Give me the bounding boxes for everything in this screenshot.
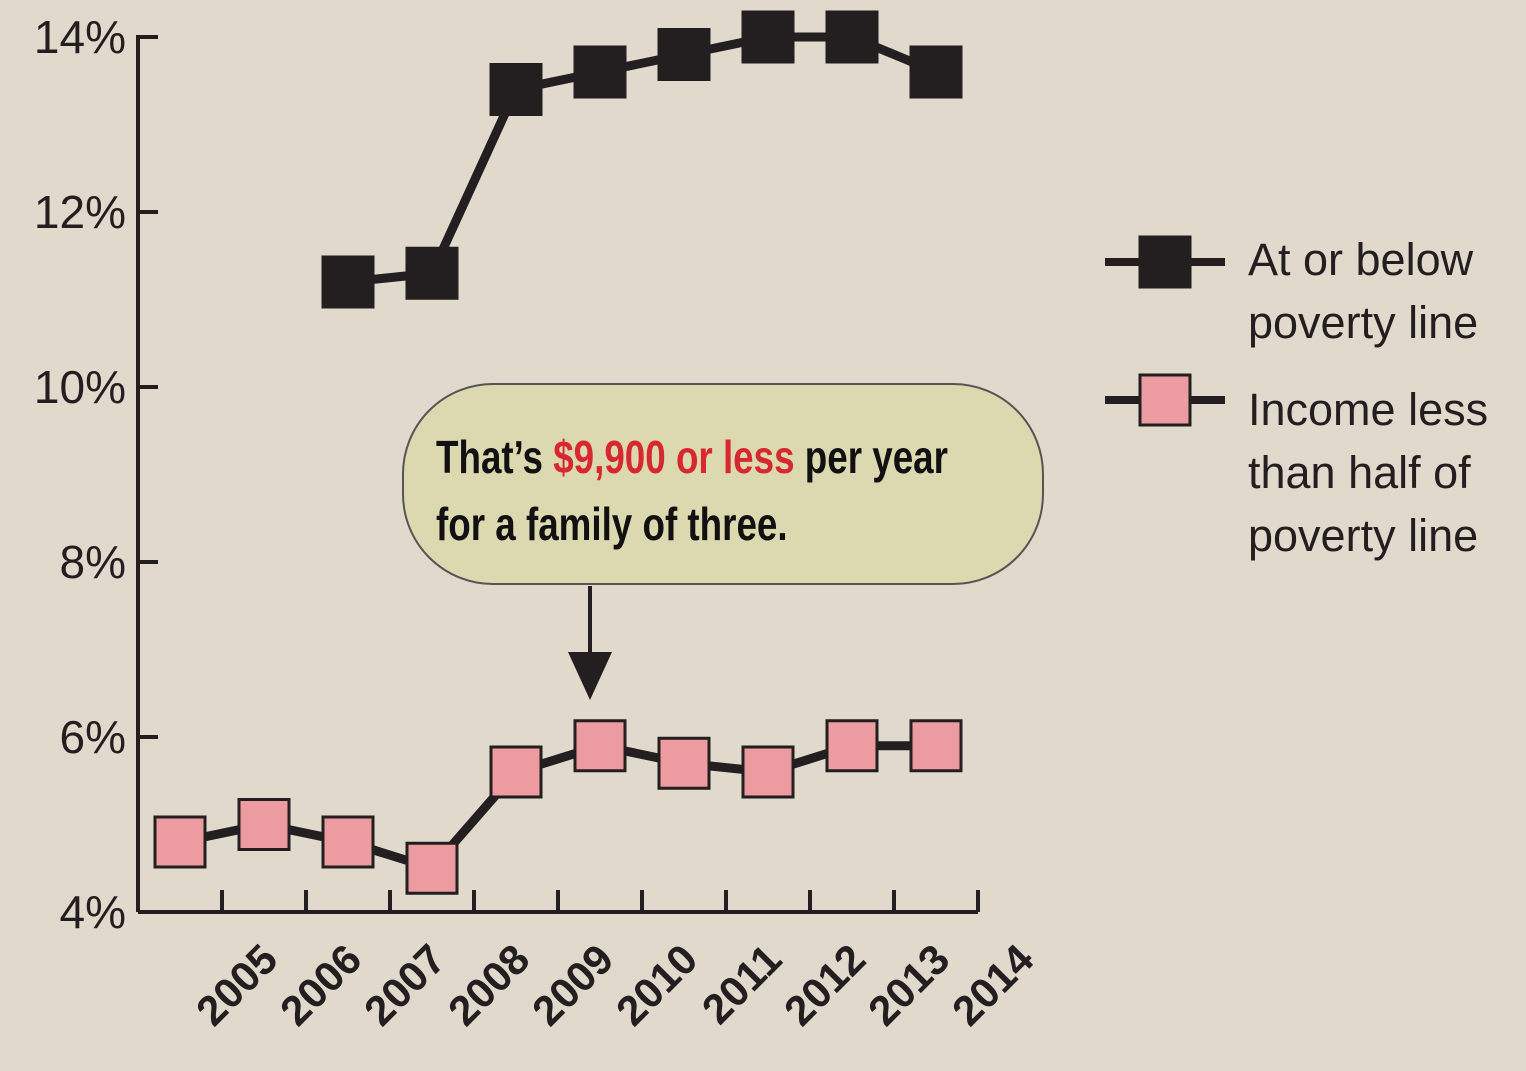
y-tick-label: 8%	[60, 536, 126, 588]
x-tick-label: 2011	[693, 935, 791, 1033]
x-tick-label: 2014	[943, 935, 1043, 1035]
x-tick-label: 2009	[523, 935, 622, 1034]
callout-part: per year	[805, 431, 948, 483]
callout-arrowhead	[568, 652, 612, 700]
marker	[321, 255, 375, 309]
marker	[573, 719, 627, 773]
legend-label: At or below poverty line	[1248, 234, 1479, 348]
callout-line: That’s $9,900 or less per year	[436, 431, 948, 483]
marker	[405, 841, 459, 895]
x-tick-label: 2007	[355, 935, 454, 1034]
callout: That’s $9,900 or less per year for a fam…	[402, 383, 1044, 700]
marker	[489, 63, 543, 116]
marker	[825, 10, 879, 64]
callout-text: That’s $9,900 or less per year for a fam…	[436, 431, 948, 550]
x-tick-label: 2006	[271, 935, 370, 1034]
callout-box	[402, 383, 1044, 585]
legend-label: Income less than half of poverty line	[1248, 384, 1489, 561]
x-tick-label: 2012	[775, 935, 874, 1034]
callout-line: for a family of three.	[436, 498, 788, 550]
marker	[153, 815, 207, 869]
y-tick-label: 12%	[34, 186, 126, 238]
marker	[825, 719, 879, 773]
y-tick-label: 4%	[60, 886, 126, 938]
marker	[657, 736, 711, 790]
callout-part: That’s	[436, 431, 543, 483]
marker	[489, 745, 543, 799]
marker	[909, 719, 963, 773]
marker	[909, 45, 963, 99]
x-tick-label: 2013	[859, 935, 958, 1034]
marker	[405, 246, 459, 300]
x-tick-label: 2005	[187, 935, 286, 1034]
y-tick-label: 10%	[34, 361, 126, 413]
legend-marker	[1138, 373, 1192, 427]
x-tick-label: 2010	[607, 935, 706, 1034]
marker	[237, 798, 291, 851]
series-line	[347, 32, 938, 287]
y-tick-label: 14%	[34, 11, 126, 63]
marker	[321, 815, 375, 869]
x-tick-label: 2008	[439, 935, 538, 1034]
marker	[657, 28, 711, 81]
marker	[741, 745, 795, 799]
marker	[573, 45, 627, 99]
legend-marker	[1138, 235, 1192, 289]
callout-highlight: $9,900 or less	[553, 431, 794, 483]
marker	[741, 10, 795, 64]
y-tick-label: 6%	[60, 711, 126, 763]
series-line	[179, 741, 936, 874]
